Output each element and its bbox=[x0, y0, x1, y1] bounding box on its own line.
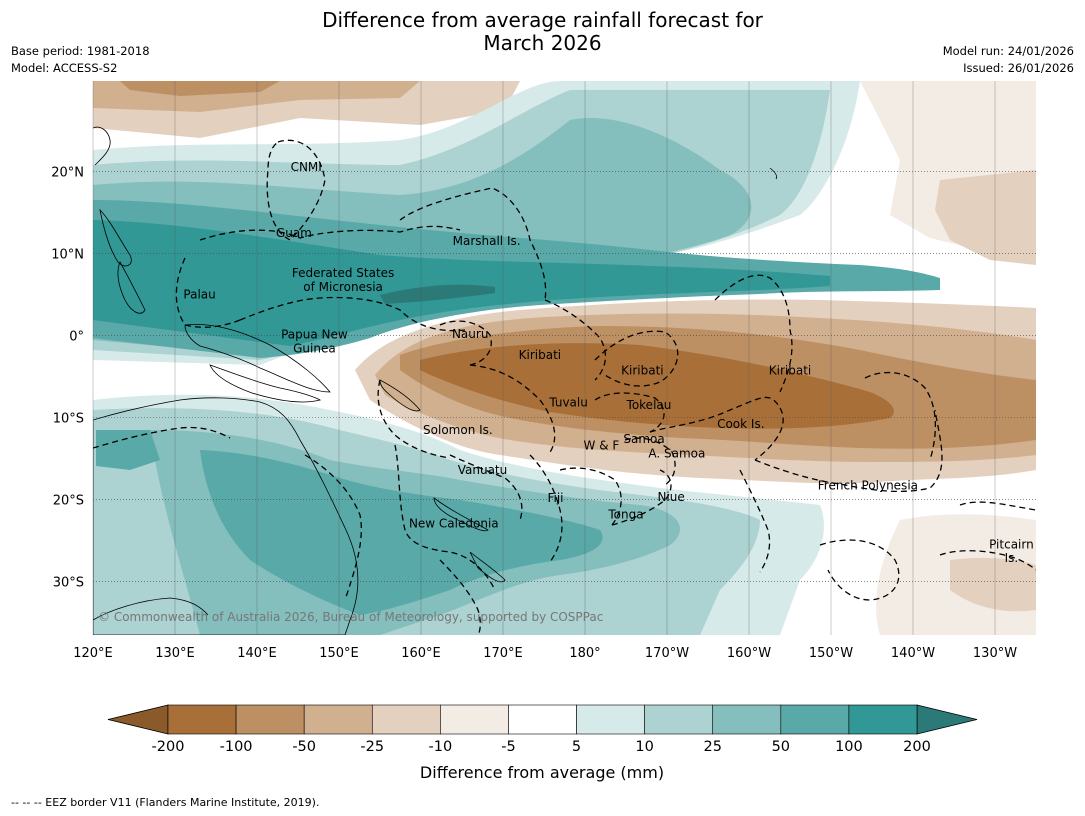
colorbar-tick-label: -100 bbox=[220, 739, 253, 755]
colorbar-tick-label: -50 bbox=[292, 739, 316, 755]
region-label: Marshall Is. bbox=[453, 234, 521, 248]
lat-tick-label: 20°S bbox=[53, 494, 84, 509]
colorbar-tick-label: 100 bbox=[835, 739, 863, 755]
region-label: Fiji bbox=[547, 491, 563, 505]
colorbar-over-arrow bbox=[916, 704, 978, 735]
rainfall-field bbox=[93, 81, 1036, 635]
eez-footnote: -- -- -- EEZ border V11 (Flanders Marine… bbox=[11, 796, 320, 809]
region-label: Guam bbox=[276, 226, 312, 240]
colorbar-tick-label: 5 bbox=[572, 739, 581, 755]
region-label: Federated States bbox=[292, 266, 394, 280]
region-label: Tuvalu bbox=[548, 396, 588, 410]
issued-label: Issued: 26/01/2026 bbox=[963, 61, 1074, 75]
colorbar-tick-label: 200 bbox=[903, 739, 931, 755]
lat-tick-label: 20°N bbox=[51, 165, 84, 180]
colorbar-swatch bbox=[780, 704, 850, 735]
colorbar-under-arrow bbox=[107, 704, 169, 735]
lat-tick-label: 30°S bbox=[53, 576, 84, 591]
region-label: Nauru bbox=[452, 327, 488, 341]
model-run-label: Model run: 24/01/2026 bbox=[942, 44, 1074, 58]
lon-tick-label: 140°W bbox=[891, 646, 935, 661]
lon-tick-label: 180° bbox=[569, 646, 600, 661]
lon-tick-label: 160°E bbox=[401, 646, 441, 661]
region-label: New Caledonia bbox=[409, 516, 499, 530]
region-label: Is. bbox=[1005, 551, 1019, 565]
region-label: Kiribati bbox=[769, 364, 811, 378]
region-label: Tonga bbox=[607, 507, 643, 521]
longitude-gridlines bbox=[92, 81, 996, 635]
region-label: of Micronesia bbox=[303, 280, 383, 294]
lon-tick-label: 140°E bbox=[237, 646, 277, 661]
colorbar-tick-label: 25 bbox=[704, 739, 722, 755]
region-label: Vanuatu bbox=[458, 463, 508, 477]
region-label: Solomon Is. bbox=[423, 423, 493, 437]
base-period-label: Base period: 1981-2018 bbox=[11, 44, 150, 58]
region-label: French Polynesia bbox=[818, 479, 918, 493]
lat-tick-label: 10°S bbox=[53, 412, 84, 427]
region-label: Niue bbox=[657, 490, 684, 504]
latitude-labels: 20°N 10°N 0° 10°S 20°S 30°S bbox=[51, 165, 84, 590]
colorbar-swatch bbox=[167, 704, 237, 735]
region-label: Guinea bbox=[293, 342, 336, 356]
lon-tick-label: 150°E bbox=[319, 646, 359, 661]
colorbar-swatch bbox=[644, 704, 714, 735]
region-label: Cook Is. bbox=[717, 417, 764, 431]
colorbar-swatch bbox=[371, 704, 441, 735]
region-label: CNMI bbox=[291, 160, 322, 174]
region-label: Kiribati bbox=[519, 348, 561, 362]
lon-tick-label: 170°W bbox=[645, 646, 689, 661]
lon-tick-label: 130°W bbox=[973, 646, 1017, 661]
region-label: Tokelau bbox=[626, 398, 672, 412]
lon-tick-label: 170°E bbox=[483, 646, 523, 661]
colorbar: -200 -100 -50 -25 -10 -5 5 10 25 50 100 200 bbox=[107, 704, 978, 755]
colorbar-swatch bbox=[440, 704, 509, 735]
lon-tick-label: 160°W bbox=[727, 646, 771, 661]
lon-tick-label: 120°E bbox=[73, 646, 113, 661]
colorbar-swatch bbox=[712, 704, 782, 735]
region-label: Kiribati bbox=[621, 364, 663, 378]
region-label: Samoa bbox=[623, 432, 664, 446]
colorbar-swatch bbox=[303, 704, 373, 735]
colorbar-swatch bbox=[235, 704, 305, 735]
region-label: W & F bbox=[584, 438, 620, 452]
model-label: Model: ACCESS-S2 bbox=[11, 61, 118, 75]
colorbar-title: Difference from average (mm) bbox=[420, 763, 664, 782]
region-label: A. Samoa bbox=[648, 447, 705, 461]
copyright-notice: © Commonwealth of Australia 2026, Bureau… bbox=[98, 610, 603, 624]
lon-tick-label: 130°E bbox=[155, 646, 195, 661]
region-label: Papua New bbox=[281, 328, 348, 342]
colorbar-swatch bbox=[848, 704, 918, 735]
region-label: Palau bbox=[183, 287, 215, 301]
colorbar-tick-label: -5 bbox=[501, 739, 515, 755]
colorbar-swatch bbox=[576, 704, 645, 735]
colorbar-tick-label: 10 bbox=[635, 739, 653, 755]
lon-tick-label: 150°W bbox=[809, 646, 853, 661]
colorbar-tick-label: -25 bbox=[360, 739, 384, 755]
longitude-labels: 120°E 130°E 140°E 150°E 160°E 170°E 180° 170°W 1… bbox=[73, 646, 1017, 661]
region-label: Pitcairn bbox=[989, 538, 1034, 552]
title-line-2: March 2026 bbox=[483, 31, 602, 55]
title-line-1: Difference from average rainfall forecas… bbox=[322, 8, 763, 32]
colorbar-swatch bbox=[508, 704, 577, 735]
colorbar-tick-label: -10 bbox=[429, 739, 453, 755]
lat-tick-label: 0° bbox=[69, 329, 84, 344]
colorbar-tick-label: 50 bbox=[772, 739, 790, 755]
colorbar-tick-label: -200 bbox=[152, 739, 185, 755]
lat-tick-label: 10°N bbox=[51, 247, 84, 262]
latitude-gridlines bbox=[93, 170, 1036, 582]
